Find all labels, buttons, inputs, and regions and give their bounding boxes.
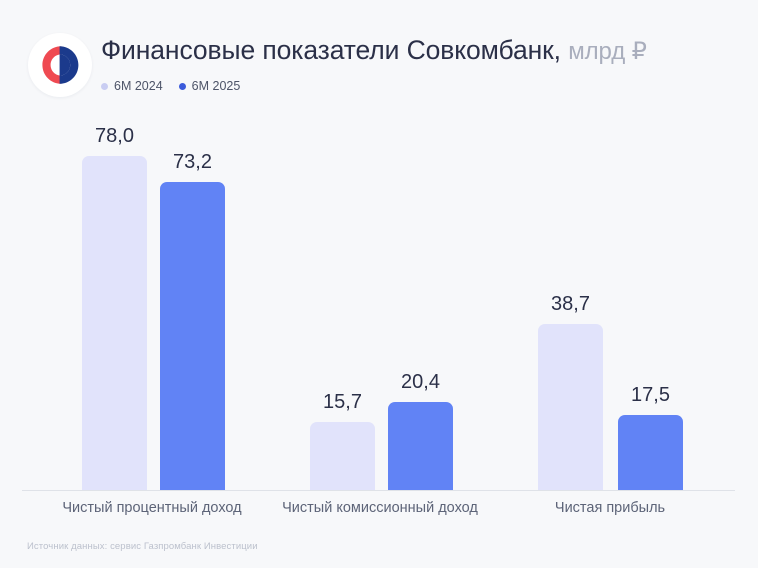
legend-item-2025[interactable]: 6M 2025: [178, 79, 241, 93]
bar-1-2024[interactable]: [310, 422, 375, 490]
bar-1-2025[interactable]: [388, 402, 453, 490]
bar-value-0-2025: 73,2: [173, 151, 212, 173]
bar-value-0-2024: 78,0: [95, 125, 134, 147]
category-label-1: Чистый комиссионный доход: [282, 500, 478, 516]
bar-0-2024[interactable]: [82, 156, 147, 490]
x-axis-line: [22, 490, 735, 491]
bar-group-0: 78,0 73,2: [82, 112, 225, 490]
legend-label-2024: 6M 2024: [114, 79, 163, 93]
chart-title: Финансовые показатели Совкомбанк, млрд ₽: [101, 33, 647, 69]
bar-value-1-2024: 15,7: [323, 391, 362, 413]
legend-dot-2025: [178, 82, 186, 90]
bar-0-2025[interactable]: [160, 182, 225, 490]
source-note: Источник данных: сервис Газпромбанк Инве…: [27, 541, 258, 552]
bar-value-2-2024: 38,7: [551, 293, 590, 315]
chart-header: Финансовые показатели Совкомбанк, млрд ₽…: [0, 0, 758, 110]
bar-group-1: 15,7 20,4: [310, 112, 453, 490]
sovcombank-logo-icon: [42, 46, 79, 84]
bar-value-1-2025: 20,4: [401, 371, 440, 393]
legend-item-2024[interactable]: 6M 2024: [101, 79, 163, 93]
bar-2-2025[interactable]: [618, 415, 683, 490]
plot-area: 78,0 73,2 15,7 20,4 38,7: [0, 110, 758, 492]
chart-legend: 6M 2024 6M 2025: [101, 79, 240, 93]
chart-title-main: Финансовые показатели Совкомбанк,: [101, 35, 561, 65]
legend-dot-2024: [101, 82, 108, 90]
bar-value-2-2025: 17,5: [631, 384, 670, 406]
sovcombank-logo: [28, 33, 92, 97]
bar-group-2: 38,7 17,5: [538, 112, 683, 490]
category-label-0: Чистый процентный доход: [62, 500, 242, 516]
legend-label-2025: 6M 2025: [191, 79, 241, 93]
bar-2-2024[interactable]: [538, 324, 603, 490]
category-axis: Чистый процентный доход Чистый комиссион…: [0, 500, 758, 526]
chart-title-unit: млрд ₽: [568, 38, 647, 65]
category-label-2: Чистая прибыль: [554, 500, 666, 516]
